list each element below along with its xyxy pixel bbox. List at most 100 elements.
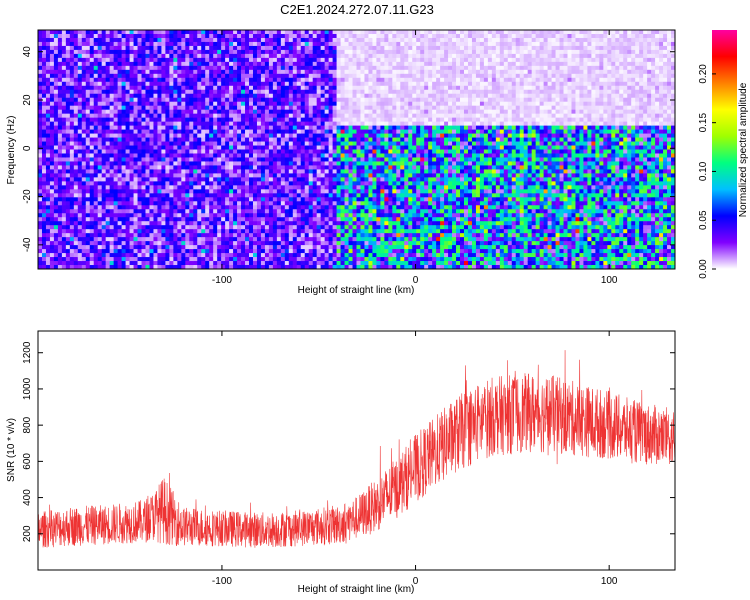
spectrogram-cell [284,153,290,158]
spectrogram-cell [169,57,174,63]
spectrogram-cell [189,137,194,142]
spectrogram-cell [268,149,274,154]
spectrogram-cell [38,69,43,75]
spectrogram-cell [113,137,119,142]
spectrogram-cell [85,213,91,218]
spectrogram-cell [312,30,318,35]
spectrogram-cell [252,97,258,103]
spectrogram-cell [296,145,302,150]
spectrogram-cell [81,37,87,43]
spectrogram-cell [165,129,170,134]
spectrogram-cell [233,61,238,67]
spectrogram-cell [332,177,337,182]
spectrogram-cell [73,245,79,250]
spectrogram-cell [328,37,334,43]
spectrogram-cell [252,37,258,43]
spectrogram-cell [125,153,130,158]
spectrogram-cell [217,77,222,83]
spectrogram-cell [57,65,63,71]
spectrogram-cell [320,129,326,134]
spectrogram-cell [288,133,294,138]
spectrogram-cell [268,241,274,246]
spectrogram-cell [205,157,210,162]
spectrogram-cell [264,153,270,158]
spectrogram-cell [272,169,278,174]
spectrogram-cell [256,49,262,55]
spectrogram-cell [97,217,103,222]
spectrogram-cell [233,113,238,119]
spectrogram-cell [97,241,103,246]
spectrogram-cell [229,205,234,210]
spectrogram-cell [352,137,357,142]
spectrogram-cell [121,241,126,246]
spectrogram-cell [264,149,270,154]
spectrogram-cell [264,217,270,222]
spectrogram-cell [284,49,290,55]
spectrogram-cell [241,129,246,134]
spectrogram-cell [157,113,162,119]
spectrogram-cell [340,249,345,254]
spectrogram-cell [300,221,306,226]
spectrogram-cell [57,177,63,182]
spectrogram-cell [61,177,67,182]
spectrogram-cell [177,245,182,250]
spectrogram-cell [189,233,194,238]
spectrogram-cell [213,49,218,55]
spectrogram-cell [364,265,369,269]
spectrogram-cell [193,81,198,87]
spectrogram-cell [241,73,246,79]
spectrogram-cell [169,221,174,226]
spectrogram-cell [77,189,83,194]
spectrogram-cell [241,69,246,75]
spectrogram-cell [93,81,99,87]
spectrogram-cell [209,233,214,238]
spectrogram-cell [117,241,123,246]
spectrogram-cell [288,33,294,39]
spectrogram-cell [356,205,361,210]
spectrogram-cell [177,153,182,158]
spectrogram-cell [149,265,154,269]
spectrogram-cell [252,109,258,115]
spectrogram-cell [153,121,158,126]
spectrogram-cell [304,173,310,178]
spectrogram-cell [61,41,67,47]
spectrogram-cell [296,77,302,83]
spectrogram-cell [332,121,337,126]
spectrogram-cell [181,245,186,250]
spectrogram-cell [49,125,55,130]
spectrogram-cell [356,253,361,258]
spectrogram-cell [252,129,258,134]
spectrogram-cell [57,157,63,162]
spectrogram-cell [340,101,345,107]
spectrogram-cell [105,129,111,134]
spectrogram-cell [41,53,47,59]
spectrogram-cell [113,133,119,138]
spectrogram-cell [197,193,202,198]
spectrogram-cell [93,53,99,59]
spectrogram-cell [272,153,278,158]
spectrogram-cell [137,37,142,43]
spectrogram-cell [189,93,194,99]
spectrogram-cell [360,245,365,250]
spectrogram-cell [197,173,202,178]
spectrogram-cell [360,153,365,158]
spectrogram-cell [332,161,337,166]
spectrogram-cell [93,213,99,218]
spectrogram-cell [241,157,246,162]
spectrogram-cell [113,253,119,258]
spectrogram-cell [209,77,214,83]
spectrogram-cell [296,229,302,234]
spectrogram-cell [85,137,91,142]
spectrogram-cell [161,125,166,130]
spectrogram-cell [97,141,103,146]
spectrogram-cell [272,125,278,130]
spectrogram-cell [125,261,130,266]
spectrogram-cell [125,33,130,39]
spectrogram-cell [364,69,369,75]
spectrogram-cell [292,57,298,63]
spectrogram-cell [197,41,202,47]
spectrogram-cell [272,45,278,51]
spectrogram-cell [181,209,186,214]
spectrogram-cell [173,45,178,51]
spectrogram-cell [364,233,369,238]
